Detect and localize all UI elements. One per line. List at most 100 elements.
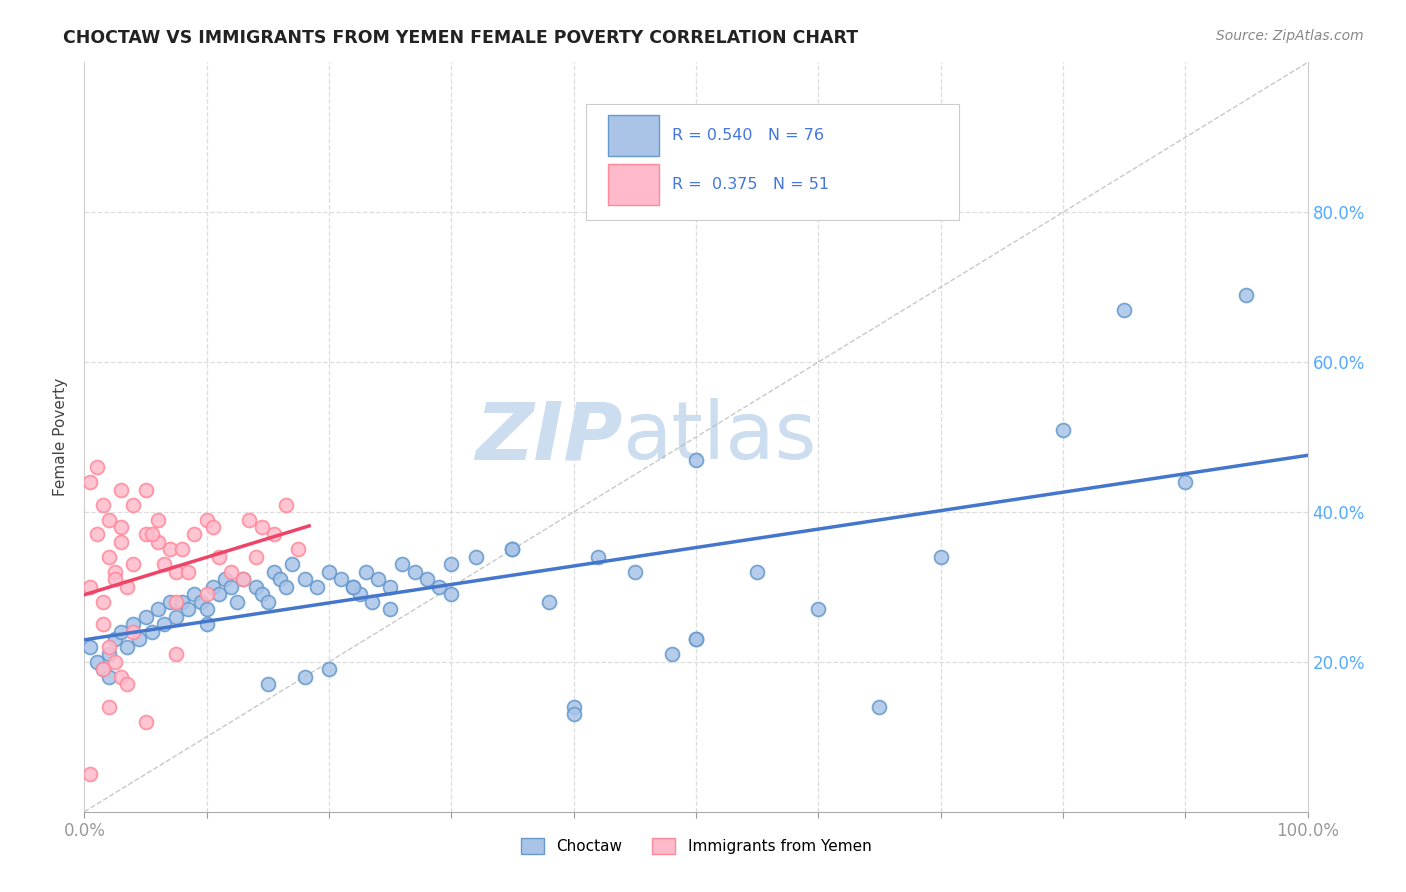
Point	[232, 573, 254, 587]
Point	[79, 640, 101, 654]
Point	[226, 595, 249, 609]
Point	[276, 498, 298, 512]
Point	[97, 670, 120, 684]
Point	[104, 655, 127, 669]
Point	[232, 573, 254, 587]
Point	[661, 648, 683, 662]
Point	[869, 699, 891, 714]
Point	[97, 549, 120, 564]
Point	[502, 542, 524, 557]
Point	[110, 670, 132, 684]
Point	[685, 632, 707, 647]
Point	[153, 617, 176, 632]
Point	[562, 707, 585, 722]
Legend: Choctaw, Immigrants from Yemen: Choctaw, Immigrants from Yemen	[515, 832, 877, 860]
Point	[177, 565, 200, 579]
Point	[404, 565, 426, 579]
Point	[86, 460, 108, 475]
Point	[195, 512, 218, 526]
Point	[115, 580, 138, 594]
Point	[380, 602, 402, 616]
Text: CHOCTAW VS IMMIGRANTS FROM YEMEN FEMALE POVERTY CORRELATION CHART: CHOCTAW VS IMMIGRANTS FROM YEMEN FEMALE …	[63, 29, 859, 46]
Point	[440, 587, 463, 601]
Point	[104, 573, 127, 587]
Point	[183, 587, 205, 601]
Point	[281, 558, 304, 572]
Point	[122, 498, 145, 512]
Point	[538, 595, 561, 609]
Point	[165, 610, 187, 624]
Point	[464, 549, 486, 564]
Text: ZIP: ZIP	[475, 398, 623, 476]
FancyBboxPatch shape	[586, 103, 959, 219]
Point	[146, 512, 169, 526]
Point	[122, 617, 145, 632]
Point	[257, 677, 280, 691]
Point	[269, 573, 291, 587]
Point	[91, 498, 114, 512]
Point	[685, 452, 707, 467]
Point	[177, 602, 200, 616]
Point	[201, 580, 224, 594]
Point	[110, 483, 132, 497]
Text: R =  0.375   N = 51: R = 0.375 N = 51	[672, 177, 828, 192]
Point	[245, 580, 267, 594]
Point	[122, 558, 145, 572]
Point	[349, 587, 371, 601]
Point	[146, 535, 169, 549]
Point	[1174, 475, 1197, 489]
Point	[115, 640, 138, 654]
Point	[250, 587, 273, 601]
Point	[250, 520, 273, 534]
Point	[110, 535, 132, 549]
Point	[562, 699, 585, 714]
Point	[440, 558, 463, 572]
Point	[238, 512, 260, 526]
Point	[141, 624, 163, 639]
Point	[807, 602, 830, 616]
Point	[91, 662, 114, 676]
Point	[86, 655, 108, 669]
Point	[391, 558, 413, 572]
Point	[214, 573, 236, 587]
Point	[586, 549, 609, 564]
Point	[104, 565, 127, 579]
Point	[208, 587, 231, 601]
Point	[135, 483, 157, 497]
Point	[159, 595, 181, 609]
Point	[91, 595, 114, 609]
Point	[165, 595, 187, 609]
Point	[91, 662, 114, 676]
Point	[1052, 423, 1074, 437]
Point	[624, 565, 647, 579]
Point	[263, 565, 285, 579]
Point	[276, 580, 298, 594]
Point	[1114, 302, 1136, 317]
Point	[79, 767, 101, 781]
Point	[97, 699, 120, 714]
Point	[263, 527, 285, 541]
Text: atlas: atlas	[623, 398, 817, 476]
Point	[159, 542, 181, 557]
Point	[318, 565, 340, 579]
FancyBboxPatch shape	[607, 115, 659, 155]
Point	[183, 527, 205, 541]
Point	[1236, 287, 1258, 301]
Point	[110, 520, 132, 534]
Point	[135, 610, 157, 624]
Point	[245, 549, 267, 564]
Point	[86, 527, 108, 541]
Point	[165, 565, 187, 579]
Point	[502, 542, 524, 557]
Point	[79, 580, 101, 594]
Point	[257, 595, 280, 609]
Point	[141, 527, 163, 541]
Point	[104, 632, 127, 647]
Point	[318, 662, 340, 676]
Point	[294, 573, 316, 587]
Point	[97, 648, 120, 662]
Point	[146, 602, 169, 616]
Point	[929, 549, 952, 564]
Point	[747, 565, 769, 579]
Point	[110, 624, 132, 639]
